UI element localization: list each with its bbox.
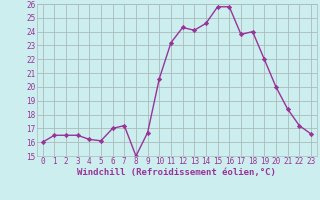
X-axis label: Windchill (Refroidissement éolien,°C): Windchill (Refroidissement éolien,°C) (77, 168, 276, 177)
